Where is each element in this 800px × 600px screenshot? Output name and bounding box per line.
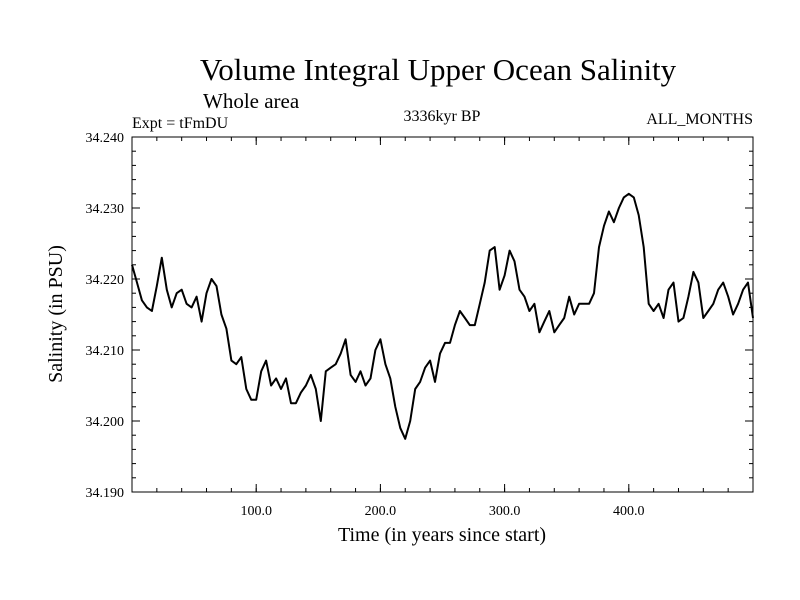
y-tick-label: 34.230 [86, 202, 125, 217]
x-tick-label: 200.0 [365, 504, 397, 519]
y-tick-label: 34.190 [86, 486, 125, 501]
months-label: ALL_MONTHS [646, 111, 753, 128]
plot-frame [131, 136, 754, 493]
x-tick-label: 100.0 [240, 504, 272, 519]
x-tick-label: 400.0 [613, 504, 645, 519]
y-tick-label: 34.200 [86, 415, 125, 430]
period-label: 3336kyr BP [404, 108, 481, 125]
experiment-label: Expt = tFmDU [132, 115, 229, 132]
x-axis: 100.0 200.0 300.0 400.0 [156, 137, 729, 519]
y-axis: 34.190 34.200 34.210 34.220 34.230 34.240 [86, 131, 753, 501]
salinity-series-line [131, 192, 754, 440]
x-tick-label: 300.0 [489, 504, 521, 519]
x-axis-label: Time (in years since start) [338, 524, 546, 546]
y-tick-label: 34.220 [86, 273, 125, 288]
y-tick-label: 34.240 [86, 131, 125, 146]
y-axis-label: Salinity (in PSU) [45, 245, 67, 383]
chart-title: Volume Integral Upper Ocean Salinity [200, 52, 677, 87]
y-tick-label: 34.210 [86, 344, 125, 359]
chart-subtitle: Whole area [203, 89, 300, 113]
